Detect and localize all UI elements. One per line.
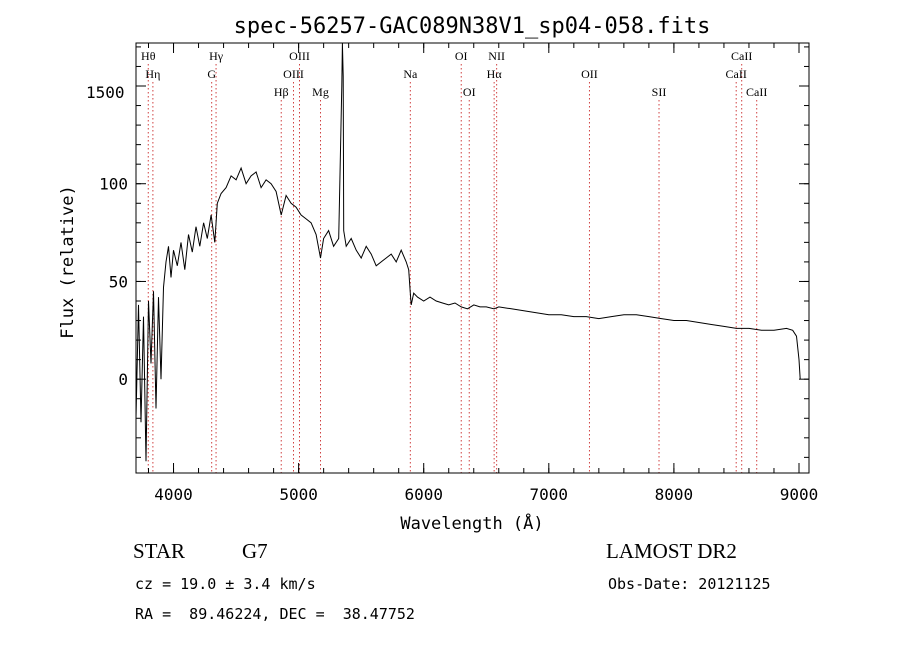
line-marker-label: Na bbox=[403, 67, 418, 81]
line-marker-labels: Hθ Hη Hγ G Hβ OIII OIII Mg Na OI OI NII Hα OII SII CaII… bbox=[141, 49, 767, 99]
plot-frame bbox=[135, 42, 810, 474]
y-axis-ticks: 0 50 100 bbox=[99, 46, 809, 458]
x-tick-label: 7000 bbox=[530, 485, 569, 504]
x-tick-label: 5000 bbox=[279, 485, 318, 504]
y-tick-label: 100 bbox=[99, 175, 128, 194]
chart-title: spec-56257-GAC089N38V1_sp04-058.fits bbox=[234, 14, 711, 39]
line-marker-label: CaII bbox=[726, 67, 747, 81]
line-marker-label: OIII bbox=[283, 67, 304, 81]
coordinates: RA = 89.46224, DEC = 38.47752 bbox=[135, 605, 415, 623]
spectrum-line bbox=[135, 42, 801, 462]
overlap-tick-label: 1500 bbox=[86, 83, 125, 102]
x-tick-label: 6000 bbox=[404, 485, 443, 504]
line-marker-label: G bbox=[207, 67, 216, 81]
object-subclass: G7 bbox=[242, 539, 268, 563]
line-marker-label: OIII bbox=[289, 49, 310, 63]
line-marker-label: Hθ bbox=[141, 49, 156, 63]
line-marker-label: Hβ bbox=[274, 85, 289, 99]
x-axis-label: Wavelength (Å) bbox=[400, 512, 543, 534]
object-class: STAR bbox=[133, 539, 185, 563]
line-marker-label: NII bbox=[488, 49, 505, 63]
line-marker-label: SII bbox=[652, 85, 667, 99]
line-marker-label: OI bbox=[455, 49, 468, 63]
survey-name: LAMOST DR2 bbox=[606, 539, 737, 563]
line-marker-label: CaII bbox=[731, 49, 752, 63]
line-marker-label: Hγ bbox=[209, 49, 224, 63]
line-marker-label: Mg bbox=[312, 85, 329, 99]
line-marker-label: OI bbox=[463, 85, 476, 99]
observation-date: Obs-Date: 20121125 bbox=[608, 575, 771, 593]
y-axis-label: Flux (relative) bbox=[58, 185, 78, 339]
redshift-velocity: cz = 19.0 ± 3.4 km/s bbox=[135, 575, 316, 593]
line-marker-label: CaII bbox=[746, 85, 767, 99]
x-tick-label: 4000 bbox=[154, 485, 193, 504]
x-axis-ticks: 4000 5000 6000 7000 8000 9000 bbox=[148, 43, 819, 504]
y-tick-label: 0 bbox=[118, 370, 128, 389]
line-marker-label: Hα bbox=[487, 67, 503, 81]
x-tick-label: 8000 bbox=[655, 485, 694, 504]
y-tick-label: 50 bbox=[109, 272, 128, 291]
line-marker-label: OII bbox=[581, 67, 598, 81]
x-tick-label: 9000 bbox=[780, 485, 819, 504]
line-markers bbox=[147, 64, 758, 473]
line-marker-label: Hη bbox=[145, 67, 160, 81]
